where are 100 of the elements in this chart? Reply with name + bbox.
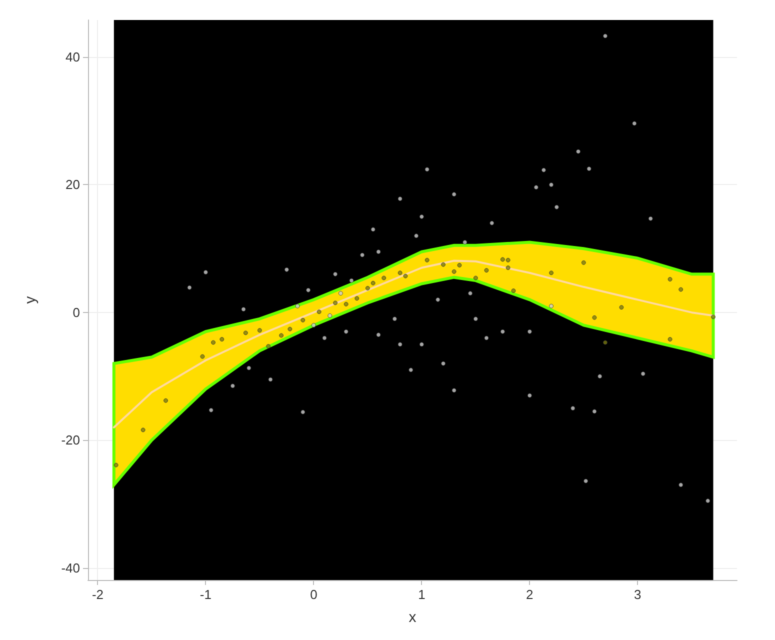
x-axis-title: x [408, 609, 417, 626]
point [140, 428, 146, 432]
point [619, 305, 624, 310]
point [527, 393, 532, 398]
point [392, 316, 397, 322]
point [500, 329, 505, 334]
x-tick-label: -2 [92, 587, 104, 602]
point [382, 276, 386, 280]
point [344, 302, 348, 306]
point [511, 288, 516, 293]
y-tick-label: -40 [61, 560, 80, 576]
point [678, 287, 684, 292]
point [576, 149, 581, 154]
point [598, 374, 602, 379]
point [187, 285, 192, 290]
point [279, 333, 284, 338]
y-tick-label: 40 [66, 50, 80, 65]
point [457, 262, 462, 268]
point [370, 280, 376, 286]
point [414, 234, 419, 238]
point [706, 498, 710, 504]
x-tick-label: 3 [634, 587, 642, 602]
point [333, 272, 338, 276]
point [668, 337, 672, 342]
point [333, 300, 338, 306]
point [592, 315, 597, 320]
x-tick-label: -1 [200, 587, 212, 602]
y-tick-label: 0 [72, 304, 80, 320]
point [452, 192, 456, 197]
point [338, 291, 343, 296]
point [230, 384, 235, 388]
point [246, 366, 252, 370]
point [441, 262, 446, 267]
point [328, 313, 332, 318]
point [534, 185, 538, 190]
point [452, 269, 456, 274]
point [462, 240, 468, 244]
point [506, 258, 510, 262]
point [678, 482, 684, 488]
point [344, 329, 348, 334]
point [549, 182, 554, 187]
point [549, 304, 554, 308]
line-series [112, 260, 714, 428]
point [243, 330, 248, 336]
point [586, 166, 592, 172]
point [603, 340, 608, 345]
point [300, 318, 306, 322]
point [311, 322, 316, 328]
point [554, 204, 559, 210]
point [549, 270, 554, 276]
point [370, 227, 376, 232]
point [436, 297, 440, 302]
point [288, 326, 292, 332]
point [584, 478, 588, 484]
point [284, 267, 289, 272]
point [398, 196, 402, 202]
point [306, 288, 311, 292]
x-tick-label: 2 [526, 587, 534, 602]
point [441, 361, 446, 366]
point [376, 250, 381, 254]
point [506, 266, 510, 270]
point [349, 278, 354, 283]
point [468, 291, 473, 296]
point [490, 220, 494, 226]
point [316, 310, 322, 314]
point [376, 332, 381, 338]
point [257, 328, 262, 333]
point [640, 372, 646, 376]
point [220, 337, 224, 342]
point [403, 274, 408, 278]
point [360, 252, 365, 258]
point [408, 368, 414, 372]
point [114, 462, 118, 468]
point [200, 354, 205, 359]
point [300, 410, 306, 414]
point [419, 342, 424, 347]
point [419, 214, 424, 219]
point [710, 314, 716, 320]
y-axis-title: y [22, 296, 39, 304]
x-tick-label: 0 [310, 587, 318, 602]
point [211, 340, 216, 345]
point [541, 168, 546, 172]
point [473, 316, 478, 322]
point [592, 409, 597, 414]
point [295, 304, 300, 308]
point [322, 336, 327, 340]
point [354, 296, 360, 301]
y-tick-label: 20 [66, 177, 80, 192]
point [398, 342, 402, 347]
point [365, 286, 370, 290]
y-tick-label: -20 [61, 432, 80, 448]
point [527, 329, 532, 334]
point [452, 388, 456, 393]
point [581, 260, 586, 265]
point [632, 121, 637, 126]
point [203, 270, 208, 274]
point [424, 258, 430, 262]
point [668, 277, 672, 282]
point [473, 276, 478, 280]
point [241, 307, 246, 312]
